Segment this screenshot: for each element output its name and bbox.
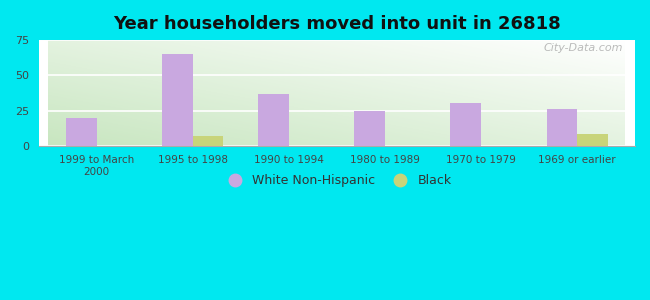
Bar xyxy=(450,103,481,146)
Text: City-Data.com: City-Data.com xyxy=(543,43,623,53)
Bar xyxy=(192,136,224,146)
Bar xyxy=(258,94,289,146)
Title: Year householders moved into unit in 26818: Year householders moved into unit in 268… xyxy=(113,15,561,33)
Bar xyxy=(577,134,608,146)
Bar xyxy=(162,54,192,146)
Bar xyxy=(66,118,97,146)
Legend: White Non-Hispanic, Black: White Non-Hispanic, Black xyxy=(217,169,457,192)
Bar xyxy=(354,110,385,146)
Bar xyxy=(547,109,577,146)
